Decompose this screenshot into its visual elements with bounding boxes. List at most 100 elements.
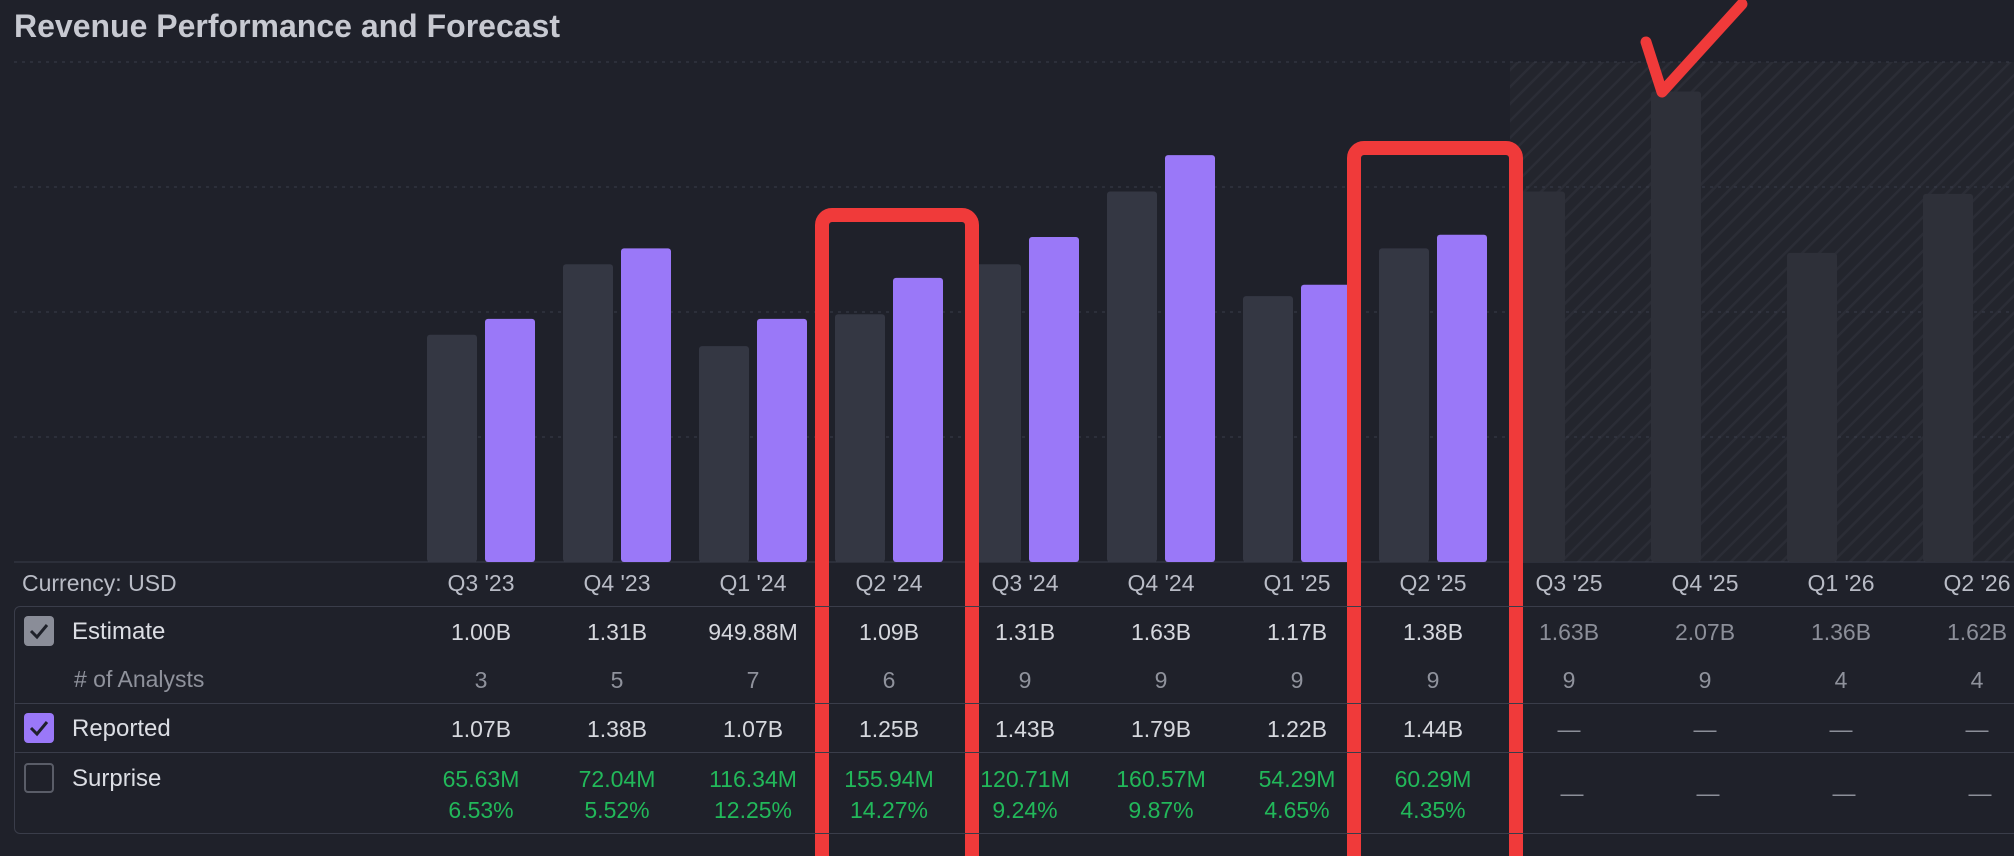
quarter-label: Q1 '26 xyxy=(1807,570,1875,596)
estimate-bar[interactable] xyxy=(563,264,613,562)
analysts-cell: 4 xyxy=(1834,667,1848,693)
estimate-cell: 1.31B xyxy=(586,619,648,645)
row-divider xyxy=(14,703,2014,704)
reported-cell: 1.22B xyxy=(1266,716,1328,742)
reported-cell: 1.79B xyxy=(1130,716,1192,742)
estimate-cell: 1.09B xyxy=(858,619,920,645)
checkmark-annotation xyxy=(1640,0,1748,98)
surprise-cell: — xyxy=(1968,780,1992,806)
surprise-value-cell: 116.34M xyxy=(709,766,797,792)
estimate-bar[interactable] xyxy=(971,264,1021,562)
reported-bar[interactable] xyxy=(1437,234,1487,562)
estimate-cell: 1.63B xyxy=(1130,619,1192,645)
estimate-cell: 1.17B xyxy=(1266,619,1328,645)
estimate-cell: 949.88M xyxy=(708,619,798,645)
estimate-bar[interactable] xyxy=(1379,248,1429,562)
estimate-cell: 1.31B xyxy=(994,619,1056,645)
estimate-bar[interactable] xyxy=(1923,193,1973,562)
estimate-cell: 1.63B xyxy=(1538,619,1600,645)
reported-cell: — xyxy=(1829,716,1853,742)
surprise-cell: — xyxy=(1696,780,1720,806)
highlight-box-q2-24 xyxy=(815,208,979,856)
reported-bar[interactable] xyxy=(757,318,807,562)
highlight-box-q2-25 xyxy=(1347,141,1523,856)
analysts-cell: 9 xyxy=(1154,667,1168,693)
quarter-label: Q2 '24 xyxy=(855,570,923,596)
surprise-pct-cell: 14.27% xyxy=(849,797,928,823)
reported-bar[interactable] xyxy=(1165,155,1215,562)
currency-label: Currency: USD xyxy=(22,570,177,596)
surprise-value-cell: 160.57M xyxy=(1116,766,1206,792)
check-icon xyxy=(29,624,49,640)
estimate-bar[interactable] xyxy=(1787,252,1837,562)
estimate-bar[interactable] xyxy=(835,314,885,562)
surprise-checkbox[interactable] xyxy=(24,763,54,793)
quarter-label: Q2 '26 xyxy=(1943,570,2011,596)
annotations xyxy=(815,0,1748,856)
estimate-bar[interactable] xyxy=(1243,296,1293,562)
estimate-bar[interactable] xyxy=(1107,191,1157,562)
reported-bar[interactable] xyxy=(485,318,535,562)
surprise-value-cell: 54.29M xyxy=(1258,766,1336,792)
surprise-cell: — xyxy=(1560,780,1584,806)
reported-cell: — xyxy=(1965,716,1989,742)
surprise-cell: — xyxy=(1832,780,1856,806)
analysts-cell: 6 xyxy=(882,667,896,693)
reported-bar[interactable] xyxy=(621,248,671,562)
surprise-value-cell: 155.94M xyxy=(844,766,934,792)
quarter-label: Q3 '23 xyxy=(447,570,515,596)
quarter-label: Q1 '25 xyxy=(1263,570,1331,596)
reported-cell: — xyxy=(1557,716,1581,742)
analysts-cell: 9 xyxy=(1018,667,1032,693)
estimate-cell: 1.36B xyxy=(1810,619,1872,645)
reported-bar[interactable] xyxy=(1301,284,1351,562)
quarter-label: Q1 '24 xyxy=(719,570,787,596)
surprise-pct-cell: 9.87% xyxy=(1128,797,1194,823)
reported-cell: 1.43B xyxy=(994,716,1056,742)
surprise-value-cell: 72.04M xyxy=(578,766,656,792)
analysts-cell: 3 xyxy=(474,667,488,693)
analysts-cell: 4 xyxy=(1970,667,1984,693)
analysts-cell: 9 xyxy=(1426,667,1440,693)
estimate-label: Estimate xyxy=(72,618,166,645)
estimate-cell: 1.00B xyxy=(450,619,512,645)
estimate-bar[interactable] xyxy=(427,334,477,562)
reported-cell: 1.38B xyxy=(586,716,648,742)
analysts-cell: 9 xyxy=(1698,667,1712,693)
analysts-label: # of Analysts xyxy=(74,666,205,692)
analysts-cell: 5 xyxy=(610,667,624,693)
reported-label: Reported xyxy=(72,715,171,742)
check-icon xyxy=(29,721,49,737)
quarter-label: Q3 '25 xyxy=(1535,570,1603,596)
estimate-cell: 2.07B xyxy=(1674,619,1736,645)
estimate-bar[interactable] xyxy=(1515,191,1565,562)
reported-checkbox[interactable] xyxy=(24,713,54,743)
quarter-label: Q4 '25 xyxy=(1671,570,1739,596)
chart-title: Revenue Performance and Forecast xyxy=(14,8,560,44)
reported-cell: 1.07B xyxy=(722,716,784,742)
reported-cell: 1.44B xyxy=(1402,716,1464,742)
surprise-pct-cell: 4.35% xyxy=(1400,797,1466,823)
estimate-cell: 1.62B xyxy=(1946,619,2008,645)
surprise-value-cell: 120.71M xyxy=(980,766,1070,792)
quarter-label: Q3 '24 xyxy=(991,570,1059,596)
surprise-pct-cell: 4.65% xyxy=(1264,797,1330,823)
reported-cell: 1.25B xyxy=(858,716,920,742)
estimate-checkbox[interactable] xyxy=(24,616,54,646)
surprise-pct-cell: 9.24% xyxy=(992,797,1058,823)
reported-bar[interactable] xyxy=(1029,237,1079,562)
analysts-cell: 7 xyxy=(746,667,760,693)
estimate-cell: 1.38B xyxy=(1402,619,1464,645)
estimate-bar[interactable] xyxy=(699,346,749,562)
quarter-label: Q4 '23 xyxy=(583,570,651,596)
analysts-cell: 9 xyxy=(1290,667,1304,693)
reported-bar[interactable] xyxy=(893,277,943,562)
reported-cell: — xyxy=(1693,716,1717,742)
surprise-pct-cell: 12.25% xyxy=(713,797,792,823)
estimate-bar[interactable] xyxy=(1651,91,1701,562)
row-divider xyxy=(14,752,2014,753)
quarter-label: Q2 '25 xyxy=(1399,570,1467,596)
surprise-value-cell: 60.29M xyxy=(1394,766,1472,792)
analysts-cell: 9 xyxy=(1562,667,1576,693)
